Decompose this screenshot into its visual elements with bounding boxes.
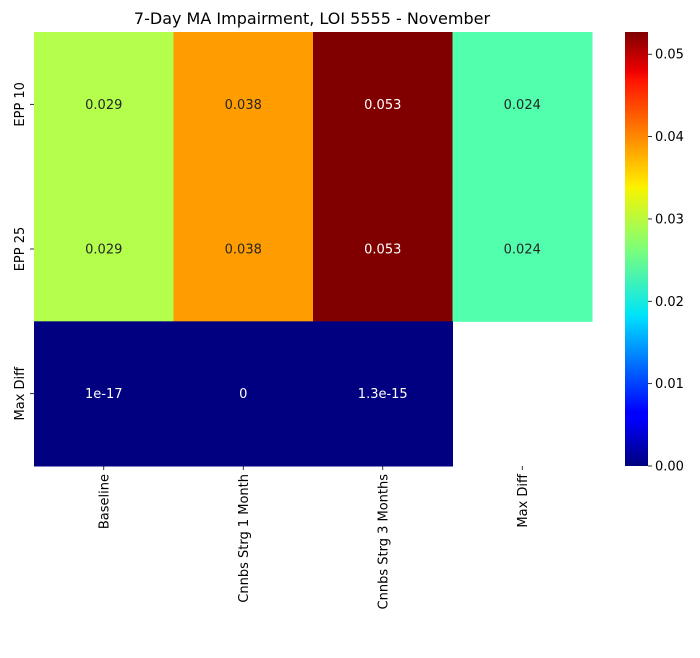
chart-title: 7-Day MA Impairment, LOI 5555 - November [134, 9, 491, 28]
cell-annotation: 1e-17 [85, 387, 123, 402]
y-tick-label: EPP 25 [13, 227, 28, 272]
heatmap-cell [452, 32, 593, 178]
y-tick-label: EPP 10 [13, 82, 28, 127]
heatmap-cell [34, 321, 174, 467]
colorbar-ticks: 0.00 0.01 0.02 0.03 0.04 0.05 [648, 48, 684, 475]
cell-annotation: 0.038 [225, 98, 262, 113]
colorbar-tick-label: 0.01 [655, 377, 684, 392]
x-tick-label: Cnnbs Strg 3 Months [376, 474, 391, 610]
heatmap-cell [313, 321, 453, 467]
heatmap-cells [34, 32, 593, 467]
y-axis: EPP 10 EPP 25 Max Diff [13, 82, 34, 420]
cell-annotation: 0.053 [364, 243, 401, 258]
y-tick-label: Max Diff [13, 366, 28, 421]
cell-annotation: 1.3e-15 [358, 387, 408, 402]
cell-annotation: 0.024 [504, 98, 541, 113]
cell-annotation: 0.038 [225, 243, 262, 258]
cell-annotations: 0.029 0.038 0.053 0.024 0.029 0.038 0.053 0.024… [85, 98, 541, 402]
cell-annotation: 0.029 [85, 243, 122, 258]
colorbar: 0.00 0.01 0.02 0.03 0.04 0.05 [625, 32, 684, 475]
heatmap-cell [313, 176, 453, 322]
colorbar-tick-label: 0.04 [655, 130, 684, 145]
heatmap-cell [173, 321, 314, 467]
cell-annotation: 0 [239, 387, 247, 402]
colorbar-tick-label: 0.05 [655, 48, 684, 63]
heatmap-cell [34, 32, 174, 178]
cell-annotation: 0.053 [364, 98, 401, 113]
x-tick-label: Max Diff [516, 473, 531, 528]
x-tick-label: Baseline [97, 474, 112, 529]
heatmap-cell [452, 176, 593, 322]
cell-annotation: 0.024 [504, 243, 541, 258]
heatmap-cell [34, 176, 174, 322]
colorbar-tick-label: 0.03 [655, 212, 684, 227]
heatmap-cell [173, 176, 314, 322]
heatmap-cell [173, 32, 314, 178]
colorbar-tick-label: 0.02 [655, 295, 684, 310]
colorbar-gradient [625, 32, 648, 466]
colorbar-tick-label: 0.00 [655, 460, 684, 475]
heatmap-cell [313, 32, 453, 178]
x-tick-label: Cnnbs Strg 1 Month [237, 474, 252, 603]
x-axis: Baseline Cnnbs Strg 1 Month Cnnbs Strg 3 M… [97, 466, 531, 609]
cell-annotation: 0.029 [85, 98, 122, 113]
